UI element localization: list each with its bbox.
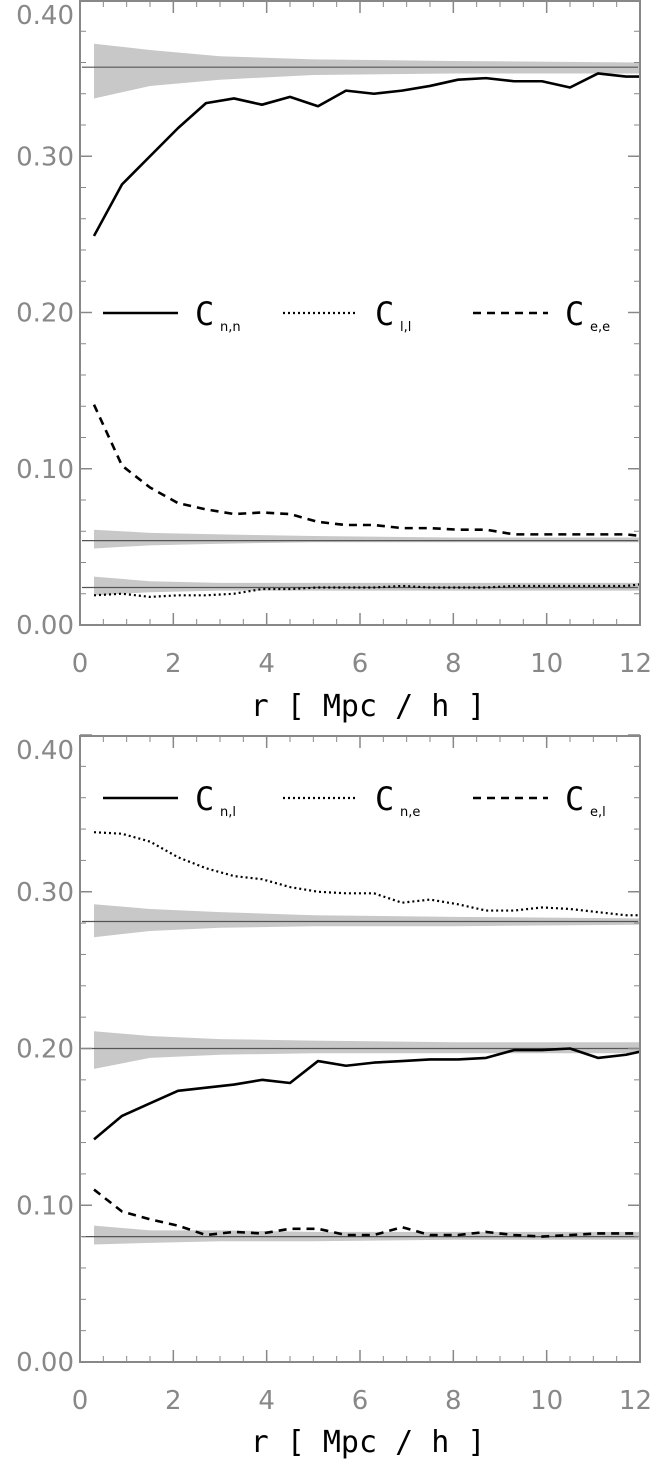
legend-subscript: l,l: [400, 320, 411, 335]
confidence-band-1: [94, 43, 640, 99]
x-tick-label: 4: [258, 1386, 275, 1416]
confidence-band-2: [94, 1031, 640, 1069]
series-line-dotted: [93, 583, 641, 598]
series-line-dashed: [93, 1188, 640, 1238]
y-tick-label: 0.20: [16, 1035, 74, 1065]
x-tick-label: 2: [165, 1386, 182, 1416]
y-tick-label: 0.40: [16, 736, 74, 766]
legend-subscript: n,n: [220, 320, 241, 335]
x-axis-title: r [ Mpc / h ]: [251, 1425, 486, 1459]
y-tick-label: 0.30: [16, 142, 74, 172]
legend-label: C: [375, 780, 394, 818]
legend-subscript: e,e: [590, 320, 610, 335]
series-line-solid: [93, 1047, 641, 1141]
y-tick-label: 0.00: [16, 611, 74, 641]
x-tick-label: 10: [530, 649, 563, 679]
x-tick-label: 6: [352, 649, 369, 679]
y-tick-label: 0.40: [16, 1, 74, 31]
x-tick-label: 10: [530, 1386, 563, 1416]
series-line-dotted: [93, 831, 640, 917]
series-line-dashed: [92, 404, 641, 538]
chart-panel-2: 0.00 0.10 0.20 0.30 0.40 0 2 4 6 8 10 12 r [ Mpc / h…: [16, 734, 652, 1459]
x-tick-label: 8: [445, 1386, 462, 1416]
x-tick-label: 12: [619, 649, 652, 679]
x-tick-label: 12: [619, 1386, 652, 1416]
x-tick-label: 8: [445, 649, 462, 679]
legend-subscript: n,l: [220, 805, 236, 820]
legend-subscript: n,e: [400, 805, 420, 820]
x-tick-label: 4: [258, 649, 275, 679]
x-tick-label: 0: [72, 1386, 89, 1416]
legend-label: C: [565, 780, 584, 818]
legend-label: C: [565, 295, 584, 333]
legend-label: C: [195, 780, 214, 818]
x-tick-label: 0: [72, 649, 89, 679]
confidence-band-1: [94, 904, 640, 938]
y-tick-label: 0.30: [16, 878, 74, 908]
legend-subscript: e,l: [590, 805, 606, 820]
legend-label: C: [375, 295, 394, 333]
x-tick-label: 2: [165, 649, 182, 679]
confidence-band-2: [94, 529, 640, 549]
legend-label: C: [195, 295, 214, 333]
y-tick-label: 0.20: [16, 299, 74, 329]
y-tick-label: 0.10: [16, 1191, 74, 1221]
series-line-solid: [92, 72, 640, 237]
confidence-band-3: [94, 576, 640, 596]
y-tick-label: 0.00: [16, 1348, 74, 1378]
y-tick-label: 0.10: [16, 455, 74, 485]
x-tick-label: 6: [352, 1386, 369, 1416]
x-axis-title: r [ Mpc / h ]: [251, 689, 486, 724]
chart-panel-1: 0.00 0.10 0.20 0.30 0.40 0 2 4 6 8 10 12 r [ Mpc / h…: [16, 0, 652, 724]
